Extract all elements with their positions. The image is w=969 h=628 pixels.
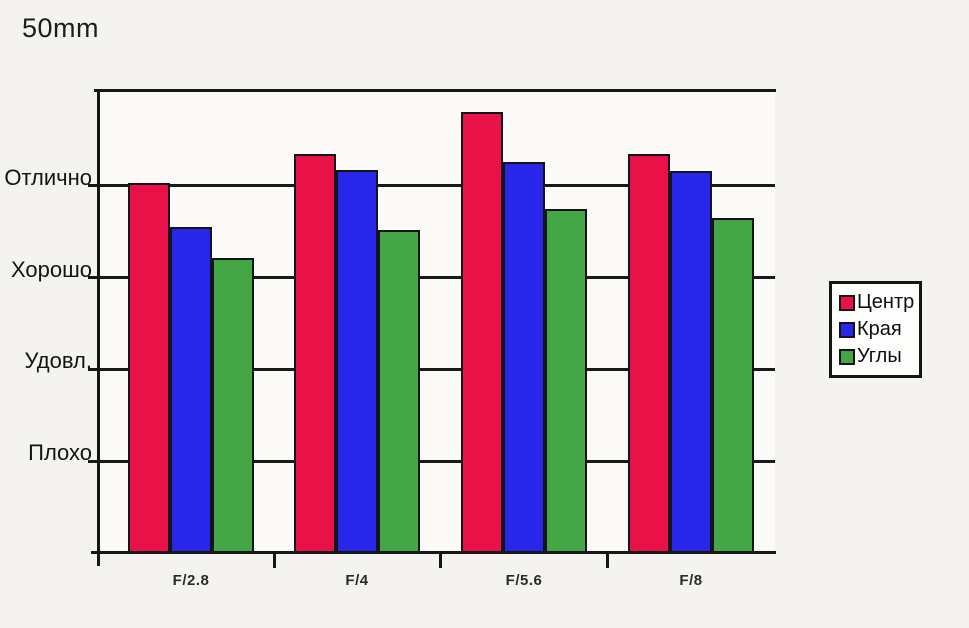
x-axis-tick <box>439 553 442 568</box>
gridline <box>99 459 775 463</box>
legend: Центр Края Углы <box>829 281 922 378</box>
legend-item: Углы <box>839 344 919 369</box>
y-axis-line <box>97 89 100 566</box>
x-axis-tick <box>606 553 609 568</box>
legend-label: Края <box>857 318 902 340</box>
x-axis-tick <box>272 553 276 568</box>
bar-series2-F2.8 <box>170 227 212 554</box>
x-axis-line <box>91 551 776 554</box>
gridline <box>99 276 775 280</box>
bar-series1-F4 <box>294 153 336 554</box>
bar-series1-F2.8 <box>128 183 170 554</box>
y-axis-tick <box>88 459 100 463</box>
legend-label: Углы <box>857 345 902 367</box>
bar-series1-F8 <box>628 153 670 554</box>
legend-label: Центр <box>857 291 915 313</box>
y-axis-label: Отлично <box>4 164 92 190</box>
legend-swatch-3 <box>839 348 855 365</box>
bar-series2-F4 <box>336 170 378 554</box>
bar-series3-F2.8 <box>212 258 254 554</box>
bar-series3-F8 <box>712 217 754 554</box>
gridline <box>99 367 775 371</box>
y-axis-tick <box>88 367 100 371</box>
bar-series1-F5.6 <box>461 112 503 554</box>
y-axis-label: Хорошо <box>10 256 92 282</box>
chart-title: 50mm <box>22 13 100 43</box>
legend-swatch-1 <box>839 294 855 311</box>
legend-swatch-2 <box>839 321 855 338</box>
y-axis-tick <box>88 184 100 188</box>
x-axis-label: F/8 <box>679 572 703 589</box>
y-axis-label: Плохо <box>28 440 92 466</box>
x-axis-label: F/4 <box>345 572 369 589</box>
legend-item: Центр <box>839 290 919 315</box>
gridline <box>99 184 775 188</box>
bar-series3-F5.6 <box>545 208 587 554</box>
y-axis-label: Удовл. <box>24 348 92 374</box>
legend-item: Края <box>839 317 919 342</box>
bar-series2-F8 <box>670 171 712 554</box>
x-axis-label: F/2.8 <box>172 572 210 589</box>
x-axis-label: F/5.6 <box>505 572 543 589</box>
y-axis-tick <box>88 276 100 280</box>
bar-series2-F5.6 <box>503 161 545 554</box>
bar-series3-F4 <box>378 229 420 554</box>
plot-top-border <box>94 89 776 92</box>
